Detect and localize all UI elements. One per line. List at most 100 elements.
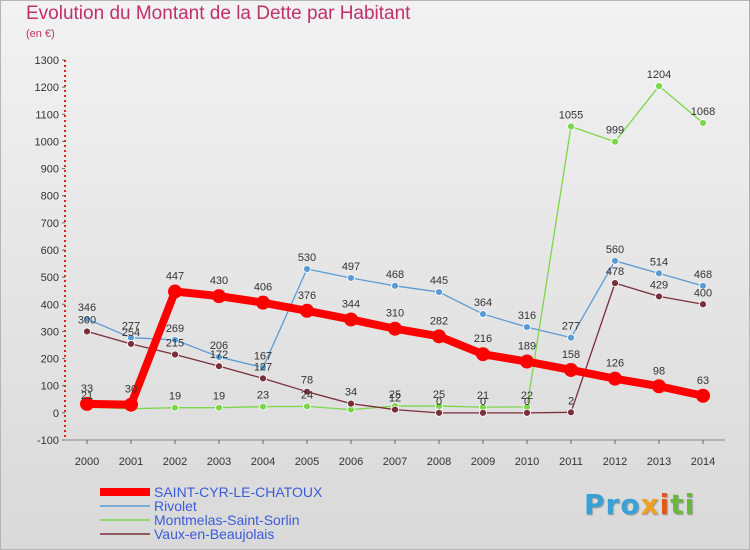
y-tick-label: 500 <box>41 272 59 284</box>
data-label: 24 <box>301 389 313 401</box>
series-point-0 <box>520 354 534 369</box>
chart-unit: (en €) <box>26 28 55 40</box>
y-tick-label: 1100 <box>35 109 59 121</box>
series-point-3 <box>435 408 443 417</box>
series-point-0 <box>124 397 138 412</box>
data-label: 34 <box>345 387 357 399</box>
data-label: 30 <box>125 384 137 396</box>
x-tick-label: 2001 <box>119 456 143 468</box>
data-label: 269 <box>166 323 184 335</box>
series-point-3 <box>611 279 619 288</box>
data-label: 23 <box>257 390 269 402</box>
data-label: 19 <box>213 391 225 403</box>
x-tick-label: 2006 <box>339 456 363 468</box>
series-point-1 <box>699 281 707 290</box>
data-label: 560 <box>606 244 624 256</box>
series-point-1 <box>347 274 355 282</box>
data-label: 1068 <box>691 106 715 118</box>
data-label: 21 <box>477 390 489 402</box>
series-point-0 <box>300 303 314 318</box>
series-point-3 <box>523 408 531 417</box>
series-point-0 <box>388 321 402 336</box>
series-point-2 <box>171 403 179 412</box>
data-label: 999 <box>606 125 624 137</box>
legend-label-1: Rivolet <box>154 498 197 514</box>
data-label: 25 <box>389 389 401 401</box>
x-tick-label: 2007 <box>383 456 407 468</box>
series-point-0 <box>564 362 578 377</box>
data-label: 530 <box>298 252 316 264</box>
series-point-0 <box>432 329 446 344</box>
logo-part-x: x <box>640 488 660 521</box>
series-point-1 <box>567 333 575 342</box>
x-tick-label: 2009 <box>471 456 495 468</box>
legend-label-2: Montmelas-Saint-Sorlin <box>154 512 300 528</box>
legend-label-3: Vaux-en-Beaujolais <box>154 526 274 542</box>
data-label: 254 <box>122 327 140 339</box>
data-label: 300 <box>78 314 96 326</box>
y-tick-label: 1000 <box>35 136 59 148</box>
data-label: 189 <box>518 341 536 353</box>
series-point-3 <box>127 340 135 348</box>
chart-legend: SAINT-CYR-LE-CHATOUXRivoletMontmelas-Sai… <box>100 484 323 542</box>
x-tick-label: 2005 <box>295 456 319 468</box>
y-tick-label: 700 <box>41 218 59 230</box>
series-point-3 <box>699 300 707 309</box>
series-point-0 <box>212 289 226 304</box>
y-tick-label: 0 <box>53 408 59 420</box>
series-point-3 <box>83 327 91 336</box>
series-point-0 <box>476 347 490 362</box>
series-point-2 <box>303 402 311 411</box>
data-label: 127 <box>254 361 272 373</box>
x-tick-label: 2002 <box>163 456 187 468</box>
legend-label-0: SAINT-CYR-LE-CHATOUX <box>154 484 323 500</box>
series-point-2 <box>259 402 267 411</box>
series-point-2 <box>699 119 707 127</box>
series-point-3 <box>567 408 575 417</box>
series-point-3 <box>259 374 267 383</box>
data-label: 206 <box>210 340 228 352</box>
x-tick-label: 2011 <box>559 456 583 468</box>
series-point-0 <box>168 284 182 299</box>
data-label: 445 <box>430 275 448 287</box>
series-point-0 <box>696 388 710 403</box>
x-tick-label: 2012 <box>603 456 627 468</box>
x-tick-label: 2010 <box>515 456 539 468</box>
data-label: 2 <box>568 395 574 407</box>
series-point-2 <box>655 82 663 90</box>
x-tick-label: 2013 <box>647 456 671 468</box>
data-label: 497 <box>342 261 360 273</box>
y-tick-label: 1300 <box>35 55 59 67</box>
series-point-1 <box>435 288 443 296</box>
series-point-1 <box>523 323 531 331</box>
data-label: 63 <box>697 375 709 387</box>
y-tick-label: 1200 <box>35 82 59 94</box>
series-point-3 <box>215 362 223 371</box>
data-label: 167 <box>254 351 272 363</box>
series-point-1 <box>171 335 179 344</box>
x-tick-label: 2004 <box>251 456 275 468</box>
series-point-0 <box>256 295 270 310</box>
series-point-1 <box>655 269 663 278</box>
data-label: 1055 <box>559 110 583 122</box>
x-tick-label: 2008 <box>427 456 451 468</box>
chart-series <box>80 82 710 417</box>
data-label: 430 <box>210 275 228 287</box>
logo-part-ti: ti <box>670 488 696 521</box>
x-tick-label: 2000 <box>75 456 99 468</box>
data-label: 33 <box>81 383 93 395</box>
series-point-3 <box>479 408 487 417</box>
y-tick-label: 400 <box>41 299 59 311</box>
series-point-3 <box>303 387 311 396</box>
data-label: 316 <box>518 310 536 322</box>
series-point-0 <box>344 312 358 327</box>
y-tick-label: 600 <box>41 245 59 257</box>
data-label: 25 <box>433 389 445 401</box>
series-point-1 <box>259 363 267 372</box>
series-point-1 <box>215 353 223 361</box>
x-tick-label: 2014 <box>691 456 715 468</box>
data-label: 364 <box>474 297 492 309</box>
data-label: 78 <box>301 375 313 387</box>
data-label: 0 <box>436 396 442 408</box>
